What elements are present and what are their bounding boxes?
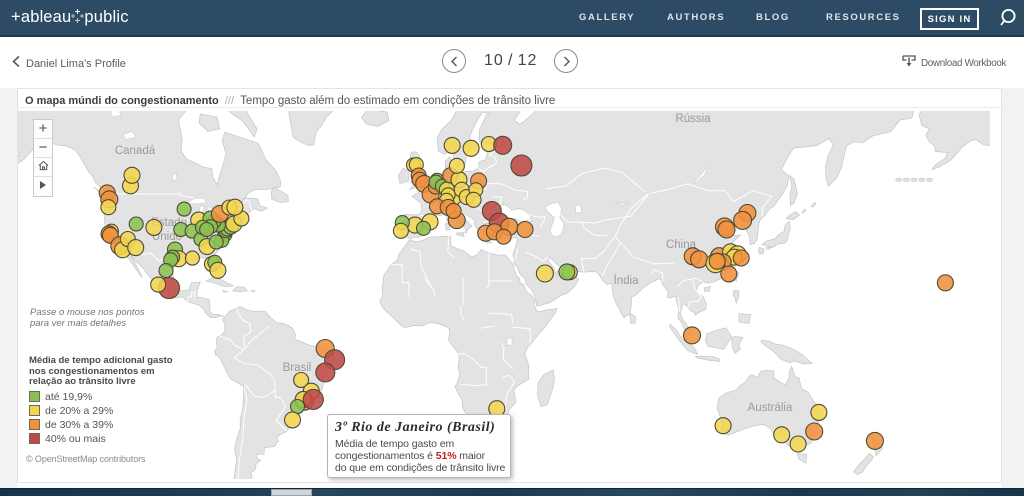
svg-text:Índia: Índia [614, 274, 640, 287]
svg-text:Rússia: Rússia [675, 113, 711, 125]
svg-text:Canadá: Canadá [115, 145, 156, 157]
svg-text:Unido: Unido [152, 231, 182, 243]
svg-text:Brasil: Brasil [283, 362, 312, 374]
svg-text:Austrália: Austrália [748, 402, 793, 414]
svg-text:China: China [666, 239, 697, 251]
